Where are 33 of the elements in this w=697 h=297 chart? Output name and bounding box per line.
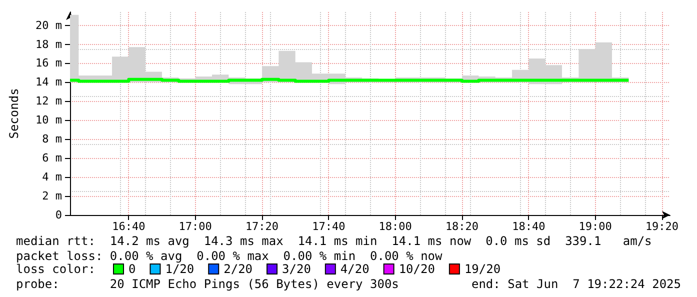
y-axis-title: Seconds [7, 88, 21, 139]
legend-label: 19/20 [464, 262, 501, 276]
y-tick-label: 8 m [42, 132, 62, 146]
y-tick-label: 6 m [42, 152, 62, 165]
x-tick-label: 16:40 [112, 220, 146, 233]
y-tick-label: 14 m [36, 76, 62, 89]
y-tick-label: 12 m [36, 94, 62, 108]
y-tick-label: 20 m [36, 18, 62, 32]
x-tick-label: 18:20 [445, 220, 479, 233]
x-tick-label: 17:40 [312, 220, 346, 233]
y-tick-label: 18 m [36, 38, 62, 51]
x-tick-label: 18:40 [512, 220, 546, 233]
x-tick-label: 17:00 [178, 220, 212, 233]
text: end: Sat Jun 7 19:22:24 2025 [471, 277, 681, 291]
legend-label: 1/20 [165, 262, 194, 276]
legend-title: loss color: [16, 262, 96, 276]
x-tick-label: 19:00 [578, 220, 612, 233]
text: packet loss: 0.00 % avg 0.00 % max 0.00 % min 0.00 % now [16, 249, 442, 263]
text: probe: 20 ICMP Echo Pings (56 Bytes) every 300s [16, 277, 399, 291]
legend-label: 0 [128, 262, 136, 276]
y-tick-label: 0 [55, 208, 62, 222]
legend-label: 10/20 [398, 262, 435, 276]
x-tick-label: 18:00 [378, 220, 412, 233]
x-tick-label: 19:20 [645, 220, 679, 233]
legend-label: 4/20 [340, 262, 370, 276]
y-tick-label: 16 m [36, 56, 62, 70]
x-tick-label: 17:20 [245, 220, 279, 233]
y-tick-label: 4 m [42, 170, 62, 184]
legend-label: 3/20 [282, 262, 311, 276]
text: median rtt: 14.2 ms avg 14.3 ms max 14.1 ms min 14.1 ms now 0.0 ms sd 339.1 am/s [16, 234, 652, 248]
y-tick-label: 10 m [36, 114, 62, 127]
legend-label: 2/20 [224, 262, 253, 276]
y-tick-label: 2 m [42, 190, 62, 203]
